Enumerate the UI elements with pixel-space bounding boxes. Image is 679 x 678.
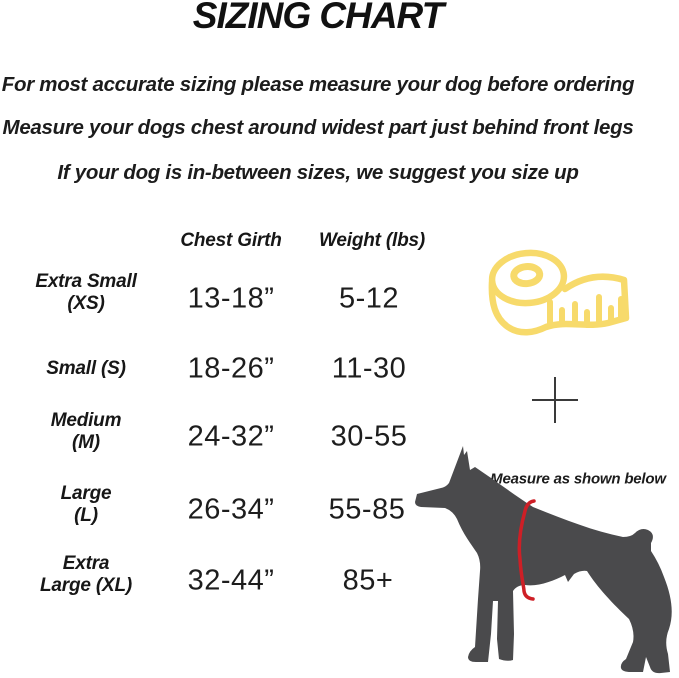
weight-value-s: 11-30: [331, 352, 407, 385]
size-label-l: Large (L): [61, 483, 112, 527]
size-label-line: (M): [72, 432, 100, 453]
chest-girth-value-m: 24-32”: [187, 420, 275, 453]
size-label-xs: Extra Small (XS): [35, 271, 137, 315]
column-header-weight: Weight (lbs): [319, 230, 425, 251]
tape-measure-icon: [488, 249, 630, 336]
instruction-line-3: If your dog is in-between sizes, we sugg…: [57, 161, 579, 184]
chest-girth-value-l: 26-34”: [187, 493, 275, 526]
page-title: SIZING CHART: [192, 0, 444, 36]
chest-girth-value-s: 18-26”: [187, 352, 275, 385]
size-label-line: Small (S): [46, 358, 126, 379]
measure-line: [517, 499, 536, 601]
size-label-m: Medium (M): [51, 410, 122, 454]
column-header-chest-girth: Chest Girth: [180, 230, 282, 251]
weight-value-xs: 5-12: [338, 282, 400, 315]
size-label-s: Small (S): [46, 358, 126, 380]
size-label-line: Extra Small: [35, 271, 137, 292]
size-label-line: (XS): [67, 293, 105, 314]
instruction-line-2: Measure your dogs chest around widest pa…: [2, 116, 634, 139]
size-label-line: (L): [74, 505, 98, 526]
dog-silhouette-icon: [415, 446, 672, 674]
chest-girth-value-xl: 32-44”: [187, 564, 275, 597]
instruction-line-1: For most accurate sizing please measure …: [1, 73, 635, 96]
weight-value-m: 30-55: [330, 420, 408, 453]
weight-value-xl: 85+: [342, 564, 394, 597]
chest-girth-value-xs: 13-18”: [187, 282, 275, 315]
size-label-line: Medium: [50, 410, 122, 431]
size-label-line: Large (XL): [40, 575, 132, 596]
plus-vertical-bar: [553, 377, 556, 423]
weight-value-l: 55-85: [328, 493, 406, 526]
size-label-line: Large: [60, 483, 112, 504]
size-label-line: Extra: [62, 553, 110, 574]
plus-icon: [532, 377, 578, 423]
dog-body-shape: [415, 446, 672, 674]
size-label-xl: Extra Large (XL): [40, 553, 132, 597]
annotation-measure-as-shown: Measure as shown below: [490, 470, 666, 488]
